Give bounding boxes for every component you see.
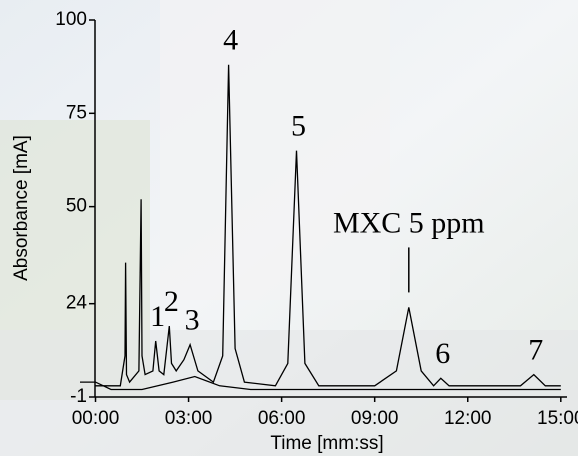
y-axis-label: Absorbance [mA] <box>11 135 32 281</box>
x-tick-label: 06:00 <box>258 408 306 429</box>
y-tick-label: 50 <box>66 196 87 217</box>
x-tick-label: 09:00 <box>351 408 399 429</box>
annotation: 1 <box>150 300 165 333</box>
x-tick-label: 03:00 <box>165 408 213 429</box>
data-line <box>95 64 561 387</box>
annotation: 7 <box>528 333 543 366</box>
background-photo <box>0 330 578 456</box>
annotation: 5 <box>291 110 306 143</box>
annotation: 6 <box>435 337 450 370</box>
annotation: 4 <box>223 24 238 57</box>
background-photo <box>160 0 390 300</box>
x-tick-label: 12:00 <box>444 408 492 429</box>
y-tick-label: -1 <box>70 386 87 407</box>
y-tick-label: 24 <box>66 293 88 314</box>
y-tick-label: 75 <box>66 102 87 123</box>
x-tick-label: 15:00 <box>537 408 578 429</box>
annotation: 2 <box>164 285 179 318</box>
x-tick-label: 00:00 <box>72 408 120 429</box>
annotation: 3 <box>185 304 200 337</box>
annotation: MXC 5 ppm <box>333 206 485 239</box>
x-axis-label: Time [mm:ss] <box>270 433 383 454</box>
data-line <box>80 375 561 391</box>
y-tick-label: 100 <box>55 9 87 30</box>
